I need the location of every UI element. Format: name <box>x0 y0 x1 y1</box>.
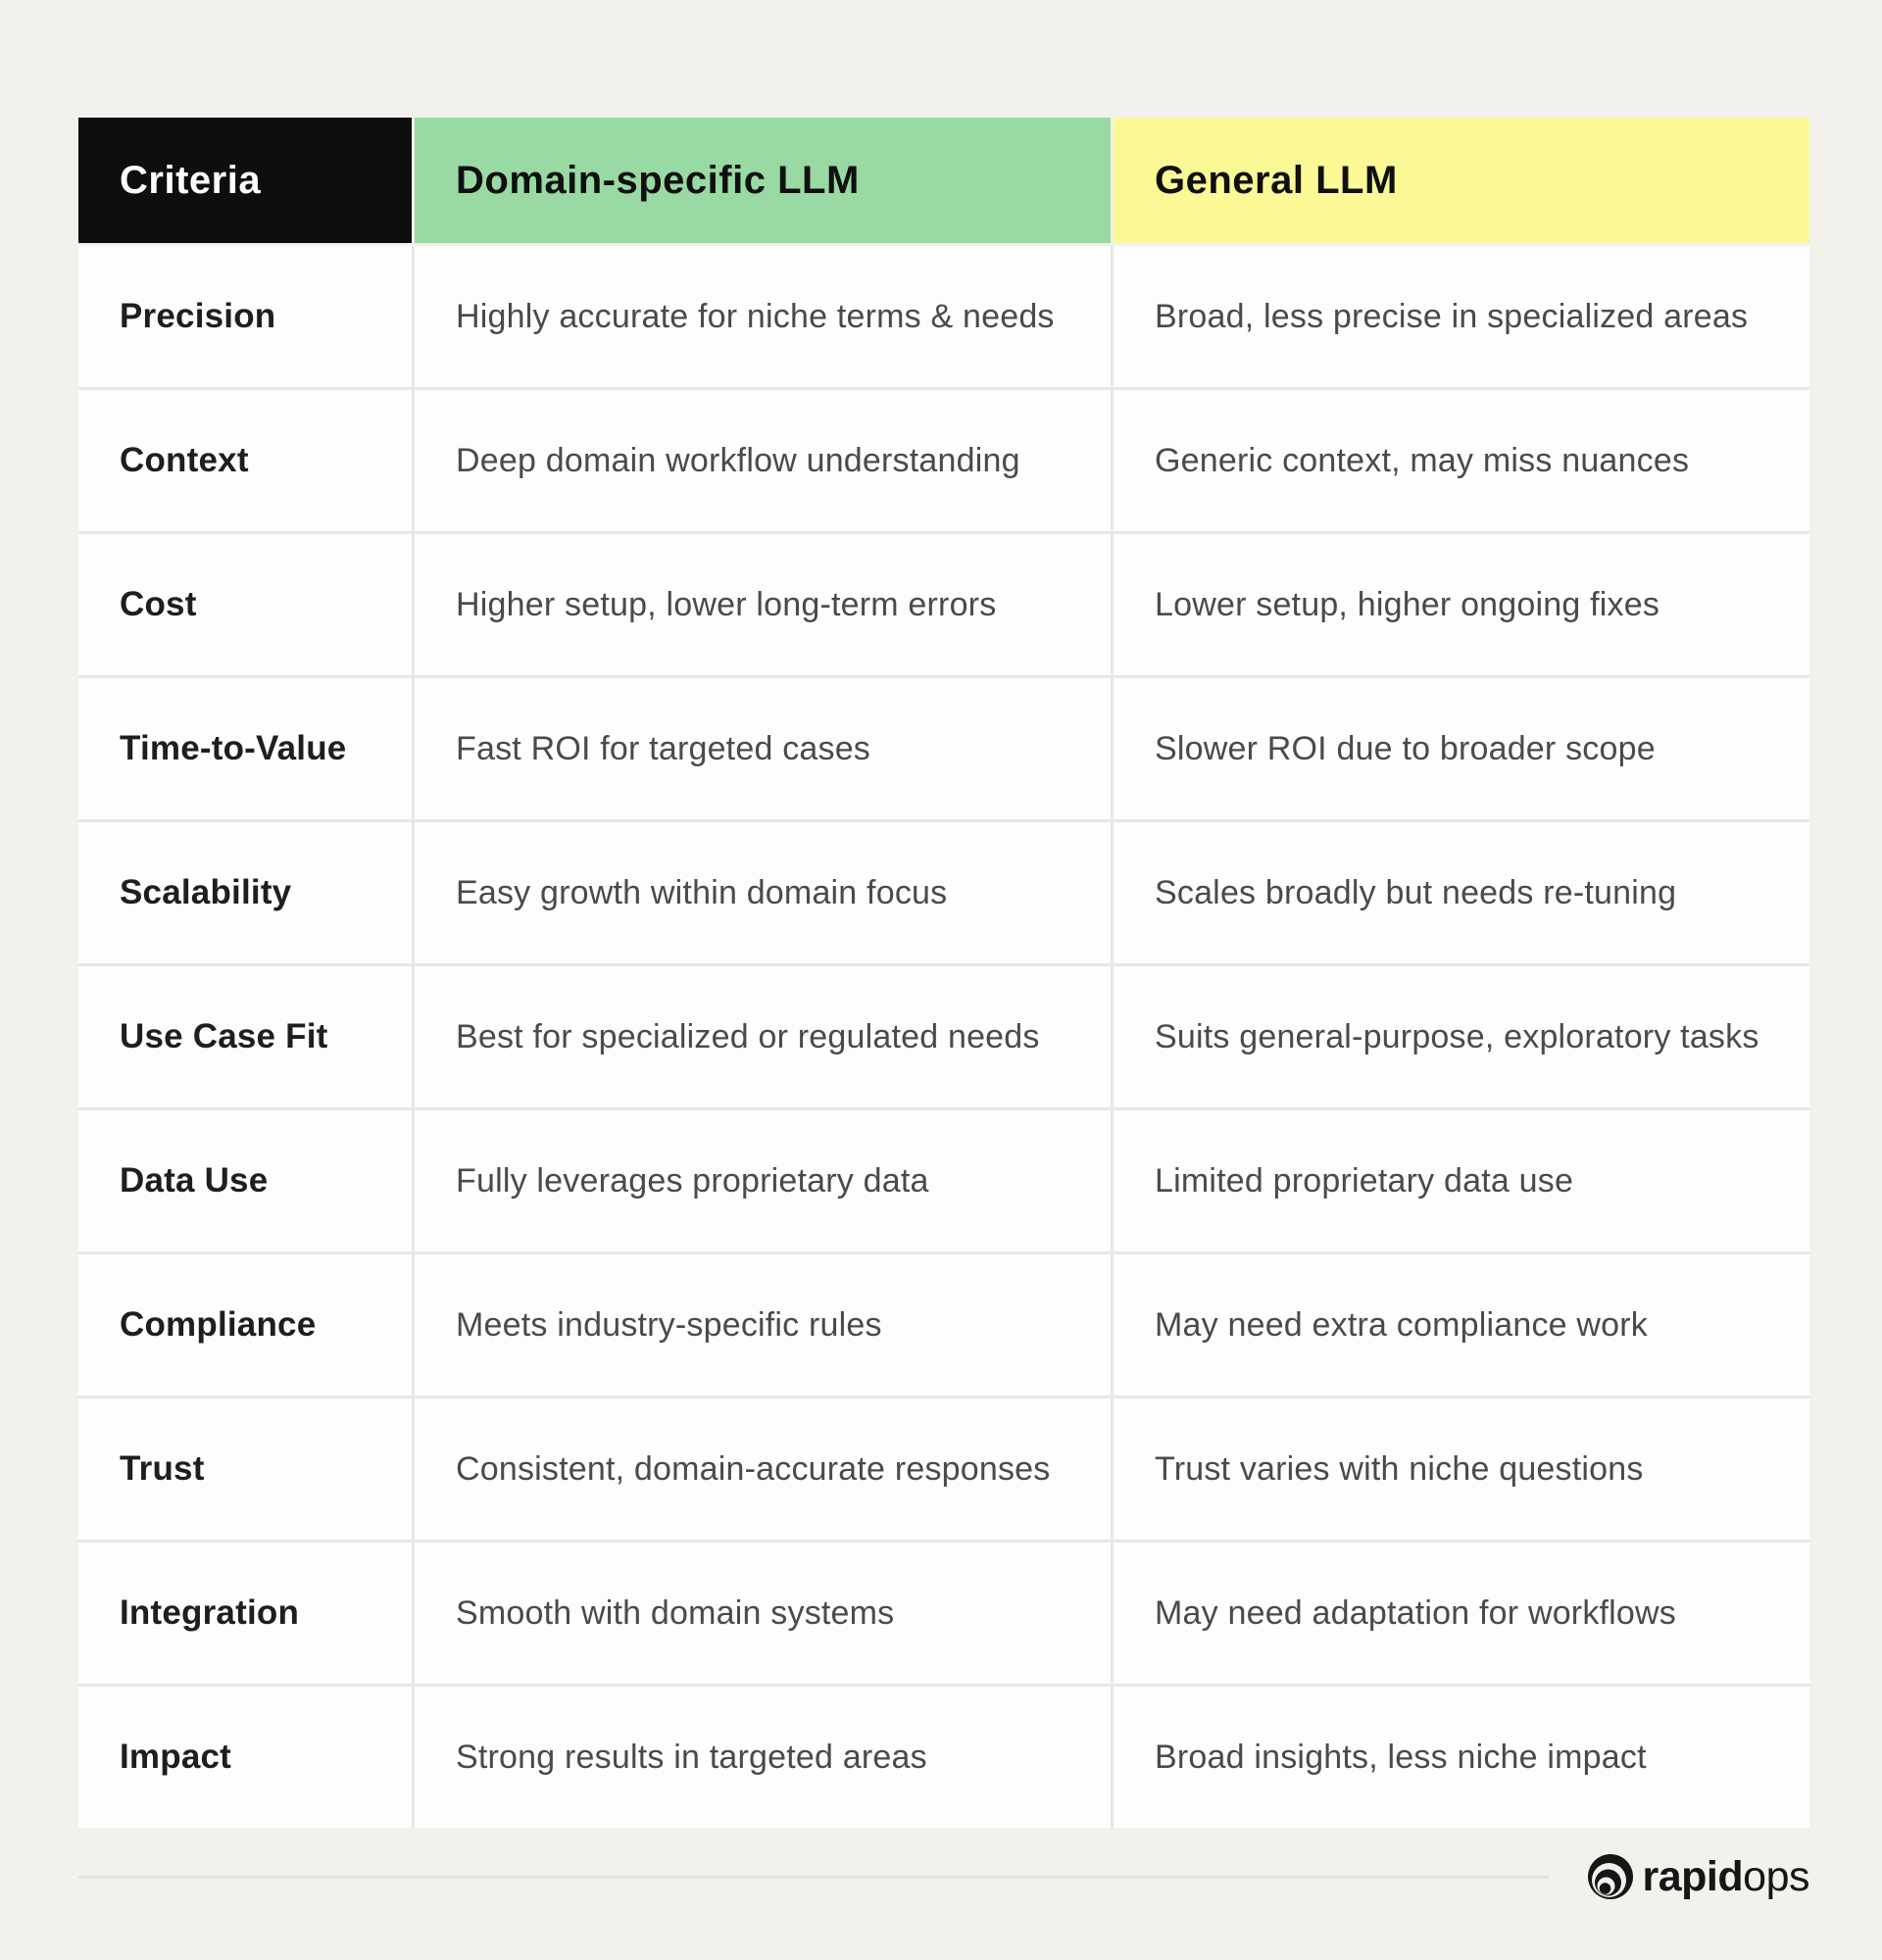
criteria-cell: Impact <box>78 1687 412 1828</box>
domain-specific-cell: Best for specialized or regulated needs <box>415 966 1111 1107</box>
general-cell: Broad insights, less niche impact <box>1114 1687 1809 1828</box>
domain-specific-cell: Fully leverages proprietary data <box>415 1110 1111 1251</box>
domain-specific-cell: Meets industry-specific rules <box>415 1254 1111 1396</box>
rapidops-logo: rapidops <box>1587 1852 1809 1901</box>
criteria-cell: Use Case Fit <box>78 966 412 1107</box>
table-body: Precision Highly accurate for niche term… <box>78 246 1809 1828</box>
criteria-cell: Compliance <box>78 1254 412 1396</box>
general-cell: Suits general-purpose, exploratory tasks <box>1114 966 1809 1107</box>
rapidops-logo-icon <box>1587 1853 1634 1900</box>
domain-specific-cell: Easy growth within domain focus <box>415 822 1111 963</box>
domain-specific-cell: Strong results in targeted areas <box>415 1687 1111 1828</box>
criteria-cell: Scalability <box>78 822 412 963</box>
general-cell: Slower ROI due to broader scope <box>1114 678 1809 819</box>
criteria-cell: Time-to-Value <box>78 678 412 819</box>
general-cell: Scales broadly but needs re-tuning <box>1114 822 1809 963</box>
general-cell: Broad, less precise in specialized areas <box>1114 246 1809 387</box>
criteria-cell: Trust <box>78 1398 412 1540</box>
general-cell: Trust varies with niche questions <box>1114 1398 1809 1540</box>
general-cell: May need extra compliance work <box>1114 1254 1809 1396</box>
domain-specific-cell: Smooth with domain systems <box>415 1543 1111 1684</box>
header-cell-criteria: Criteria <box>78 118 412 243</box>
criteria-cell: Precision <box>78 246 412 387</box>
general-cell: Generic context, may miss nuances <box>1114 390 1809 531</box>
domain-specific-cell: Deep domain workflow understanding <box>415 390 1111 531</box>
footer-divider <box>78 1876 1549 1879</box>
domain-specific-cell: Higher setup, lower long-term errors <box>415 534 1111 675</box>
domain-specific-cell: Fast ROI for targeted cases <box>415 678 1111 819</box>
brand-wordmark: rapidops <box>1642 1852 1810 1901</box>
brand-wordmark-light: ops <box>1743 1852 1809 1900</box>
domain-specific-cell: Highly accurate for niche terms & needs <box>415 246 1111 387</box>
header-cell-domain-specific-llm: Domain-specific LLM <box>415 118 1111 243</box>
comparison-table: Criteria Domain-specific LLM General LLM… <box>78 118 1809 1828</box>
general-cell: Limited proprietary data use <box>1114 1110 1809 1251</box>
criteria-cell: Integration <box>78 1543 412 1684</box>
table-header: Criteria Domain-specific LLM General LLM <box>78 118 1809 243</box>
brand-wordmark-bold: rapid <box>1642 1852 1744 1900</box>
criteria-cell: Data Use <box>78 1110 412 1251</box>
domain-specific-cell: Consistent, domain-accurate responses <box>415 1398 1111 1540</box>
header-cell-general-llm: General LLM <box>1114 118 1809 243</box>
criteria-cell: Cost <box>78 534 412 675</box>
criteria-cell: Context <box>78 390 412 531</box>
general-cell: Lower setup, higher ongoing fixes <box>1114 534 1809 675</box>
general-cell: May need adaptation for workflows <box>1114 1543 1809 1684</box>
